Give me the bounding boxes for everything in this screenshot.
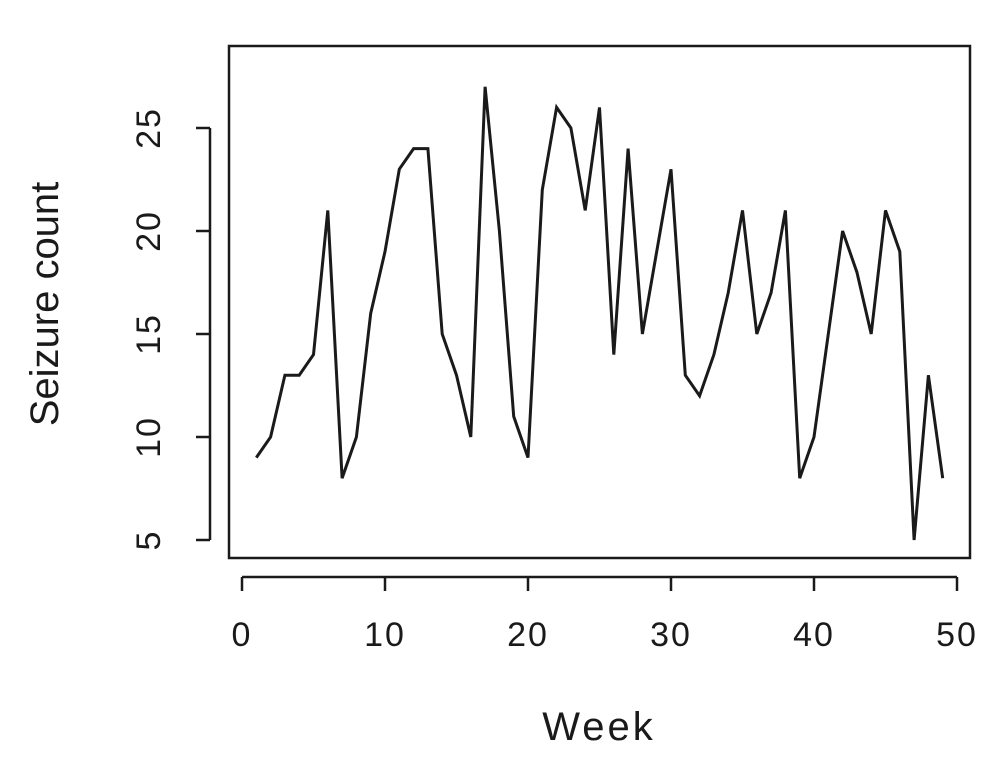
series-line: [255, 86, 945, 541]
y-axis-label: Seizure count: [23, 182, 67, 427]
x-tick-label: 20: [507, 616, 549, 654]
y-tick-label: 25: [130, 107, 168, 149]
x-axis: 0 10 20 30 40 50: [232, 575, 978, 654]
x-tick-label: 10: [364, 616, 406, 654]
x-tick-label: 50: [936, 616, 978, 654]
y-axis: 5 10 15 20 25: [130, 107, 212, 551]
y-tick-label: 15: [130, 313, 168, 355]
y-tick-label: 10: [130, 416, 168, 458]
x-tick-label: 30: [650, 616, 692, 654]
plot-area-frame: [227, 44, 972, 560]
x-axis-label: Week: [542, 705, 656, 749]
y-tick-label: 5: [130, 530, 168, 551]
y-tick-label: 20: [130, 210, 168, 252]
x-tick-label: 40: [793, 616, 835, 654]
series-layer: [255, 86, 945, 541]
x-tick-label: 0: [232, 616, 253, 654]
